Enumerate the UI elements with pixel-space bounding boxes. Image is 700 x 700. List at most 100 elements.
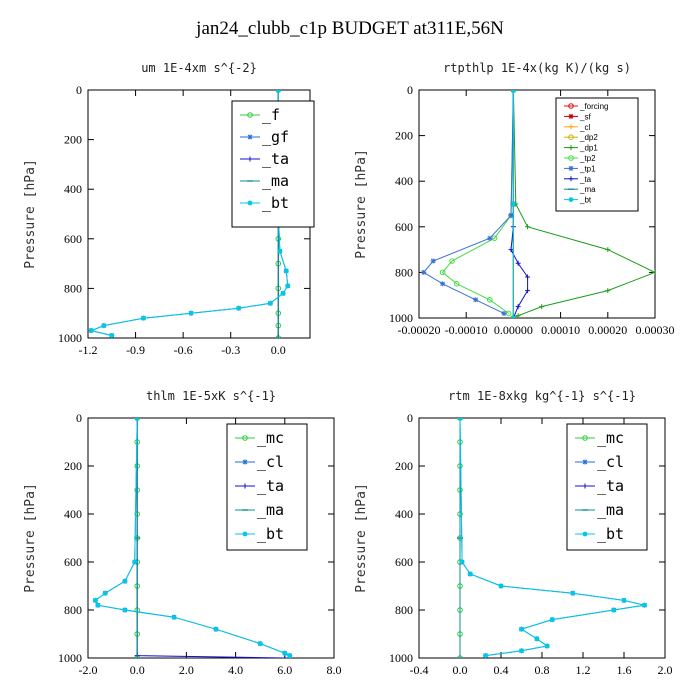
y-tick-label: 1000 [389, 311, 413, 325]
legend-label: _sf [579, 112, 591, 121]
y-tick-label: 800 [64, 603, 82, 617]
data-point [508, 212, 514, 218]
y-tick-label: 1000 [389, 651, 413, 665]
data-point [642, 602, 647, 608]
data-point [453, 281, 460, 287]
legend-label: _tp1 [579, 164, 596, 173]
y-tick-label: 800 [64, 281, 82, 295]
panel-title: rtpthlp 1E-4x(kg K)/(kg s) [443, 61, 631, 75]
y-tick-label: 400 [64, 507, 82, 521]
data-point [511, 90, 516, 93]
legend-marker [247, 156, 253, 162]
data-point [539, 304, 545, 310]
data-point [132, 559, 138, 565]
data-point [257, 641, 263, 646]
y-axis-label: Pressure [hPa] [23, 159, 38, 269]
legend-marker [582, 435, 588, 441]
legend-marker [568, 134, 574, 140]
x-tick-label: 4.0 [228, 663, 243, 677]
y-axis-label: Pressure [hPa] [23, 483, 38, 593]
x-tick-label: -1.2 [79, 343, 98, 357]
legend-box [566, 423, 648, 551]
x-tick-label: 0.0 [130, 663, 145, 677]
series-line [441, 90, 514, 314]
data-point [498, 583, 504, 589]
data-point [467, 571, 473, 577]
data-point [519, 648, 524, 654]
y-tick-label: 0 [76, 411, 82, 425]
data-point [95, 602, 101, 608]
data-point [282, 650, 288, 656]
data-point [122, 578, 128, 584]
data-point [109, 333, 115, 338]
data-point [101, 323, 107, 328]
legend-label: _ma [257, 501, 284, 519]
y-tick-label: 1000 [58, 331, 82, 345]
data-point [102, 590, 108, 596]
legend-marker [582, 459, 588, 465]
x-tick-label: 1.6 [617, 663, 632, 677]
y-tick-label: 800 [395, 603, 413, 617]
legend-label: _ta [257, 477, 284, 495]
data-point [449, 258, 455, 264]
data-point [515, 260, 521, 266]
y-tick-label: 0 [407, 411, 413, 425]
data-point [188, 310, 194, 316]
data-point [534, 636, 540, 642]
data-point [267, 300, 273, 306]
x-tick-label: 0.00030 [636, 323, 675, 337]
series-line [422, 90, 514, 314]
legend-marker [247, 112, 253, 118]
legend-label: _mc [597, 429, 624, 447]
x-tick-label: -0.00010 [445, 323, 488, 337]
chart-panel: rtpthlp 1E-4x(kg K)/(kg s) Pressure [hPa]… [354, 61, 675, 337]
data-point [236, 305, 242, 311]
legend-marker [242, 459, 248, 465]
legend-marker [568, 113, 574, 119]
y-tick-label: 1000 [58, 651, 82, 665]
legend: _forcing_sf _cl_dp2 _dp1_tp2_tp1 _ta_ma _bt [555, 97, 639, 212]
y-tick-label: 200 [395, 459, 413, 473]
y-tick-label: 600 [395, 220, 413, 234]
y-tick-label: 600 [395, 555, 413, 569]
legend-label: _bt [579, 196, 592, 205]
data-point [421, 269, 427, 275]
legend-label: _cl [257, 453, 284, 471]
legend: _mc _cl _ta _ma _bt [566, 423, 648, 551]
data-point [285, 283, 291, 289]
y-tick-label: 0 [76, 83, 82, 97]
x-tick-label: 0.00020 [588, 323, 627, 337]
data-point [549, 617, 555, 622]
x-tick-label: 0.0 [453, 663, 468, 677]
legend-marker [568, 103, 574, 109]
panel-title: rtm 1E-8xkg kg^{-1} s^{-1} [448, 389, 636, 403]
legend-label: _ta [262, 150, 289, 168]
legend-label: _bt [257, 525, 284, 543]
legend-label: _bt [262, 194, 289, 212]
legend-marker [247, 134, 253, 140]
legend-marker [568, 197, 574, 203]
data-point [544, 643, 550, 649]
data-point [483, 653, 489, 658]
legend-box [555, 97, 639, 212]
x-tick-label: 0.00000 [494, 323, 533, 337]
legend-label: _ma [579, 185, 596, 194]
y-tick-label: 200 [64, 459, 82, 473]
panel-title: um 1E-4xm s^{-2} [141, 61, 257, 75]
y-tick-label: 400 [395, 174, 413, 188]
data-point [92, 598, 98, 603]
series-tp2 [439, 90, 517, 317]
series-line [512, 90, 655, 318]
legend-label: _ta [597, 477, 624, 495]
legend-label: _ta [579, 175, 592, 184]
data-point [511, 201, 516, 207]
data-point [122, 607, 128, 613]
y-tick-label: 600 [64, 232, 82, 246]
legend-label: _ma [597, 501, 624, 519]
data-point [652, 269, 655, 275]
data-point [134, 418, 140, 421]
data-point [605, 288, 611, 294]
legend: _f _gf _ta _ma _bt [231, 100, 315, 228]
legend-marker [242, 435, 248, 441]
